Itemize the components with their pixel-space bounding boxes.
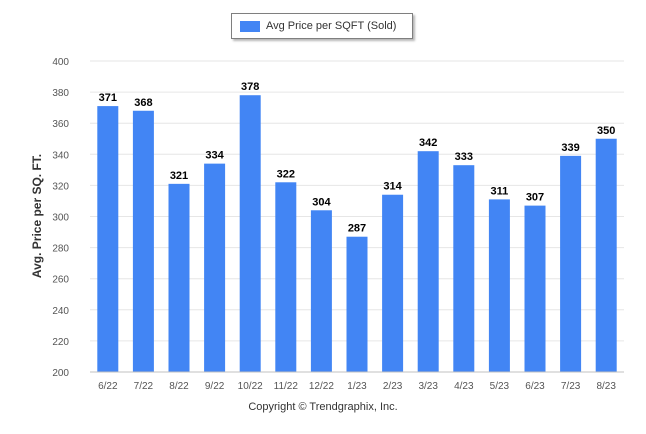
y-tick-label: 360 [52, 119, 69, 130]
data-label: 307 [526, 192, 544, 204]
bar[interactable] [275, 182, 297, 372]
y-tick-label: 380 [52, 88, 69, 99]
data-label: 311 [491, 185, 509, 197]
legend-label: Avg Price per SQFT (Sold) [266, 20, 397, 32]
legend[interactable]: Avg Price per SQFT (Sold) [231, 13, 413, 39]
bar[interactable] [382, 194, 404, 372]
x-tick-label: 12/22 [309, 381, 334, 392]
x-tick-label: 7/23 [561, 381, 581, 392]
data-label: 339 [561, 142, 579, 154]
x-tick-label: 8/22 [169, 381, 189, 392]
data-label: 321 [170, 170, 188, 182]
legend-swatch [240, 20, 260, 32]
bar[interactable] [346, 236, 368, 372]
bar[interactable] [132, 110, 154, 372]
bar[interactable] [595, 138, 617, 372]
bar[interactable] [453, 165, 475, 372]
y-axis-label: Avg. Price per SQ. FT. [30, 154, 44, 278]
x-tick-label: 6/23 [525, 381, 545, 392]
x-tick-label: 5/23 [490, 381, 510, 392]
data-label: 304 [312, 196, 331, 208]
x-axis-tick-labels: 6/22 7/22 8/22 9/22 10/22 11/22 12/22 1/23 2/23 3… [98, 381, 616, 392]
bar[interactable] [524, 205, 546, 372]
data-label: 368 [134, 97, 152, 109]
bars [97, 95, 617, 373]
y-tick-label: 340 [52, 150, 69, 161]
y-tick-label: 200 [52, 368, 69, 379]
x-tick-label: 6/22 [98, 381, 118, 392]
x-tick-label: 4/23 [454, 381, 474, 392]
y-tick-label: 300 [52, 213, 69, 224]
copyright-footer: Copyright © Trendgraphix, Inc. [248, 401, 398, 413]
data-label: 287 [348, 223, 366, 235]
x-tick-label: 2/23 [383, 381, 403, 392]
y-tick-label: 240 [52, 306, 69, 317]
y-tick-label: 400 [52, 57, 69, 68]
bar[interactable] [168, 183, 190, 372]
y-tick-label: 220 [52, 337, 69, 348]
data-label: 371 [99, 92, 117, 104]
data-label: 334 [205, 150, 224, 162]
data-label: 333 [455, 151, 473, 163]
bar[interactable] [417, 151, 439, 372]
x-tick-label: 1/23 [347, 381, 367, 392]
y-axis-tick-labels: 200 220 240 260 280 300 320 340 360 380 400 [52, 57, 69, 379]
data-label: 342 [419, 137, 437, 149]
data-label: 378 [241, 81, 259, 93]
y-tick-label: 320 [52, 181, 69, 192]
y-tick-label: 280 [52, 244, 69, 255]
x-tick-label: 11/22 [274, 381, 299, 392]
x-tick-label: 10/22 [238, 381, 263, 392]
x-tick-label: 3/23 [418, 381, 438, 392]
x-tick-label: 7/22 [134, 381, 154, 392]
bar[interactable] [488, 199, 510, 372]
x-tick-label: 8/23 [596, 381, 616, 392]
bar[interactable] [560, 155, 582, 372]
bar[interactable] [204, 163, 226, 372]
y-tick-label: 260 [52, 275, 69, 286]
data-label: 322 [277, 168, 295, 180]
data-label: 350 [597, 125, 615, 137]
data-label: 314 [383, 181, 402, 193]
bar[interactable] [310, 210, 332, 372]
bar[interactable] [97, 106, 119, 372]
data-labels: 371 368 321 334 378 322 304 287 314 342 333 311 307 3… [99, 81, 616, 235]
x-tick-label: 9/22 [205, 381, 225, 392]
bar[interactable] [239, 95, 261, 373]
